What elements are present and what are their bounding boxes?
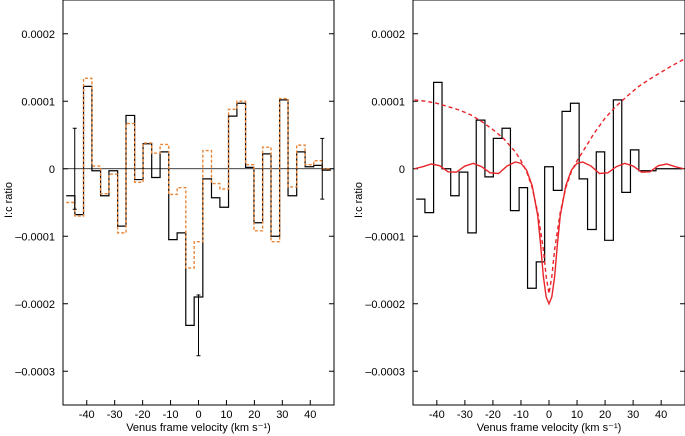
x-tick-label: 40 xyxy=(655,409,667,421)
plot-area xyxy=(63,77,334,357)
x-axis-label: Venus frame velocity (km s⁻¹) xyxy=(126,422,271,434)
x-tick-label: 10 xyxy=(220,409,232,421)
x-tick-label: -10 xyxy=(513,409,529,421)
x-tick-label: 0 xyxy=(546,409,552,421)
chart-panel-left: –0.0003 –0.0002 –0.0001 0 0.0001 0.0002 -40 -30… xyxy=(3,0,335,434)
x-tick-label: -40 xyxy=(429,409,445,421)
x-tick-label: -10 xyxy=(163,409,179,421)
y-axis-label: I:c ratio xyxy=(353,182,365,218)
chart-panel-right: –0.0003 –0.0002 –0.0001 0 0.0001 0.0002 -40 -30… xyxy=(353,0,685,434)
y-axis-label: I:c ratio xyxy=(3,182,15,218)
series-1-line xyxy=(414,161,684,306)
x-tick-label: -20 xyxy=(135,409,151,421)
y-tick-label: –0.0003 xyxy=(365,366,405,378)
y-tick-label: –0.0003 xyxy=(15,366,55,378)
y-tick-label: 0.0002 xyxy=(21,29,55,41)
y-tick-label: –0.0001 xyxy=(15,231,55,243)
x-tick-label: 20 xyxy=(599,409,611,421)
x-tick-label: 30 xyxy=(627,409,639,421)
plot-area xyxy=(414,58,684,306)
x-tick-label: 40 xyxy=(304,409,316,421)
y-tick-label: 0.0001 xyxy=(21,96,55,108)
x-tick-label: 30 xyxy=(276,409,288,421)
x-tick-label: 20 xyxy=(248,409,260,421)
y-tick-label: –0.0001 xyxy=(365,231,405,243)
y-tick-label: 0.0002 xyxy=(371,29,405,41)
series-1-line xyxy=(66,77,331,269)
y-tick-label: –0.0002 xyxy=(365,299,405,311)
x-tick-label: 0 xyxy=(195,409,201,421)
series-2-line xyxy=(414,58,684,294)
y-tick-label: –0.0002 xyxy=(15,299,55,311)
x-axis-label: Venus frame velocity (km s⁻¹) xyxy=(477,422,622,434)
y-tick-label: 0 xyxy=(399,164,405,176)
plot-frame xyxy=(412,0,685,406)
y-tick-label: 0 xyxy=(49,164,55,176)
x-tick-label: -30 xyxy=(457,409,473,421)
x-tick-label: -30 xyxy=(107,409,123,421)
x-tick-label: 10 xyxy=(571,409,583,421)
x-tick-label: -40 xyxy=(79,409,95,421)
y-tick-label: 0.0001 xyxy=(371,96,405,108)
x-tick-label: -20 xyxy=(485,409,501,421)
